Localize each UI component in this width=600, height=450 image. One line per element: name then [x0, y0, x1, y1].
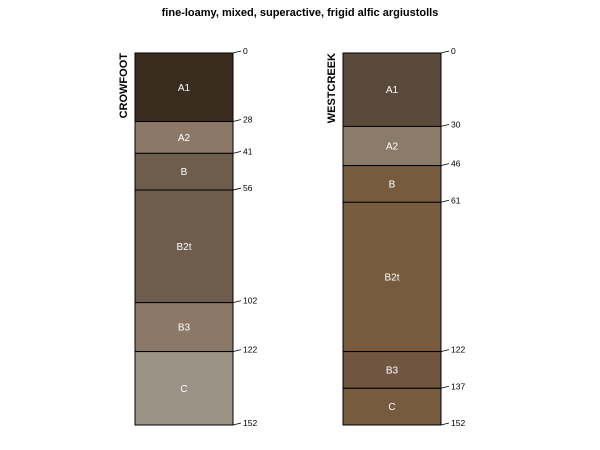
depth-label: 122 — [451, 345, 465, 355]
depth-tick — [440, 349, 450, 352]
depth-label: 46 — [451, 159, 461, 169]
depth-label: 137 — [451, 381, 465, 391]
depth-label: 152 — [451, 418, 465, 428]
horizon-b2t-block — [134, 189, 234, 304]
horizon-label: B2t — [176, 242, 191, 253]
horizon-label: B — [389, 179, 396, 190]
depth-tick — [232, 187, 242, 191]
depth-label: 0 — [243, 46, 248, 56]
depth-tick — [440, 385, 450, 389]
horizon-label: A2 — [386, 142, 399, 153]
horizon-label: A1 — [178, 83, 191, 94]
horizon-label: B3 — [386, 365, 399, 376]
horizon-b2t-block — [342, 201, 442, 353]
depth-label: 152 — [243, 418, 257, 428]
chart-title: fine-loamy, mixed, superactive, frigid a… — [162, 7, 439, 19]
profiles-group: CROWFOOT A1A2BB2tB3C0284156102122152WESTC… — [118, 46, 465, 428]
horizon-label: B — [181, 167, 188, 178]
depth-tick — [440, 422, 450, 426]
depth-label: 0 — [451, 46, 456, 56]
horizon-c-block — [342, 387, 442, 426]
horizon-label: A2 — [178, 133, 191, 144]
depth-tick — [440, 163, 450, 166]
depth-tick — [440, 124, 450, 127]
depth-tick — [232, 422, 242, 426]
depth-label: 41 — [243, 146, 253, 156]
depth-tick — [440, 199, 450, 203]
depth-label: 122 — [243, 345, 257, 355]
horizon-label: C — [180, 384, 187, 395]
depth-label: 56 — [243, 183, 253, 193]
profile-name: CROWFOOT — [118, 53, 130, 119]
depth-tick — [232, 119, 242, 122]
horizon-a1-block — [134, 52, 234, 123]
depth-label: 30 — [451, 119, 461, 129]
depth-tick — [440, 50, 450, 54]
horizon-a2-block — [134, 121, 234, 154]
profile-name: WESTCREEK — [326, 53, 338, 123]
horizon-a2-block — [342, 125, 442, 167]
horizon-label: C — [388, 402, 395, 413]
depth-tick — [232, 349, 242, 352]
horizon-label: B3 — [178, 323, 191, 334]
depth-tick — [232, 50, 242, 54]
profile-crowfoot: CROWFOOT A1 A2 B B2t B3 C 0 28 41 56 102 122 152 — [118, 46, 257, 428]
horizon-c-block — [134, 351, 234, 426]
horizon-b3-block — [342, 351, 442, 389]
depth-label: 28 — [243, 115, 253, 125]
horizon-label: B2t — [384, 272, 399, 283]
profile-westcreek: WESTCREEK A1 A2 B B2t B3 C 0 30 46 61 122 137 152 — [326, 46, 465, 428]
horizon-b-block — [134, 152, 234, 191]
depth-label: 102 — [243, 296, 257, 306]
depth-label: 61 — [451, 195, 461, 205]
depth-tick — [232, 150, 242, 154]
horizon-label: A1 — [386, 85, 399, 96]
depth-tick — [232, 300, 242, 304]
